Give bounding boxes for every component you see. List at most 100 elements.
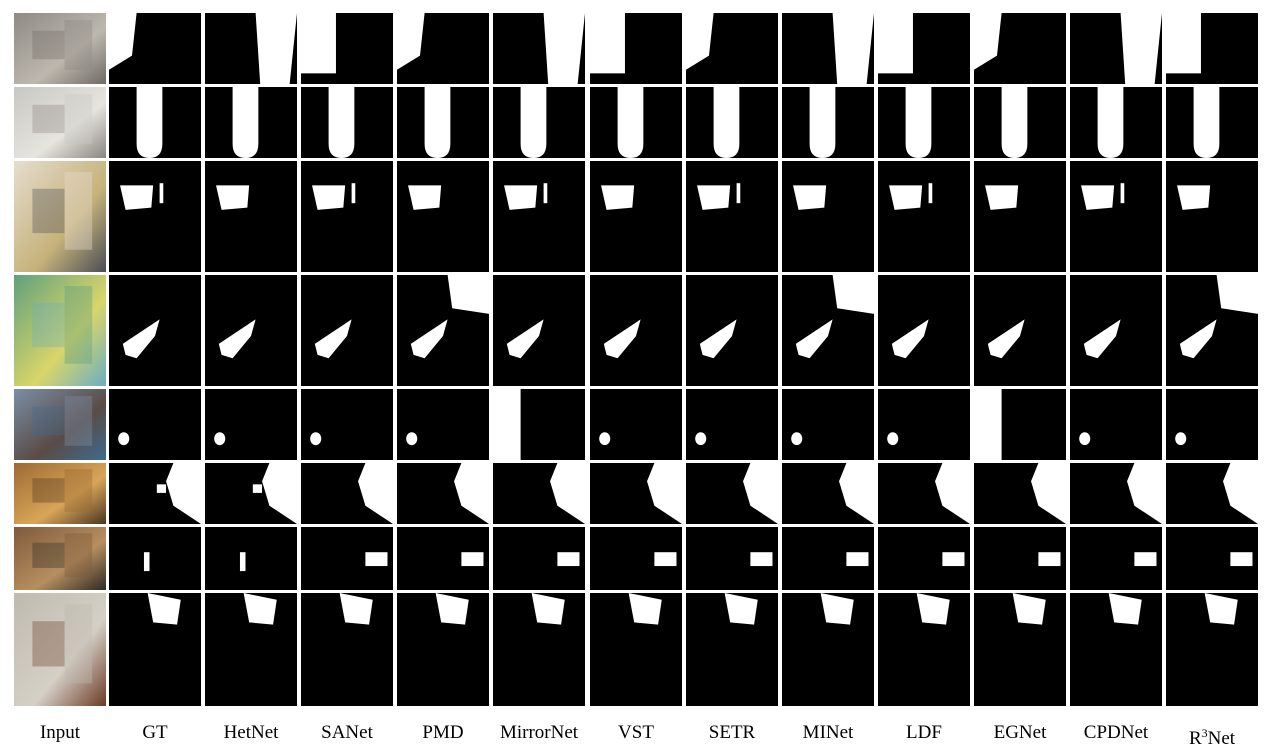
prediction-mask [686, 275, 778, 386]
prediction-mask [205, 275, 297, 386]
prediction-mask [1166, 275, 1258, 386]
prediction-mask [590, 527, 682, 590]
column-label-setr: SETR [708, 722, 756, 743]
prediction-mask [878, 87, 970, 158]
prediction-mask [974, 161, 1066, 272]
prediction-mask [397, 593, 489, 706]
prediction-mask [590, 275, 682, 386]
column-label-superscript: 3 [1201, 726, 1208, 740]
prediction-mask [686, 87, 778, 158]
prediction-mask [1070, 593, 1162, 706]
prediction-mask [974, 87, 1066, 158]
column-label-gt: GT [142, 722, 168, 743]
prediction-mask [205, 161, 297, 272]
prediction-mask [493, 527, 585, 590]
prediction-mask [397, 13, 489, 84]
prediction-mask [974, 527, 1066, 590]
prediction-mask [590, 13, 682, 84]
prediction-mask [782, 275, 874, 386]
prediction-mask [205, 593, 297, 706]
prediction-mask [878, 527, 970, 590]
column-label-cpdnet: CPDNet [1083, 722, 1149, 743]
prediction-mask [782, 87, 874, 158]
input-image [14, 527, 106, 590]
prediction-mask [205, 389, 297, 460]
prediction-mask [301, 593, 393, 706]
prediction-mask [782, 593, 874, 706]
prediction-mask [782, 13, 874, 84]
column-label-suffix: Net [1207, 728, 1236, 749]
prediction-mask [301, 389, 393, 460]
prediction-mask [1070, 13, 1162, 84]
prediction-mask [878, 593, 970, 706]
prediction-mask [974, 275, 1066, 386]
prediction-mask [590, 161, 682, 272]
prediction-mask [301, 13, 393, 84]
prediction-mask [1070, 463, 1162, 524]
prediction-mask [1070, 527, 1162, 590]
prediction-mask [974, 13, 1066, 84]
prediction-mask [1166, 87, 1258, 158]
prediction-mask [397, 463, 489, 524]
column-label-ldf: LDF [906, 722, 942, 743]
prediction-mask [878, 463, 970, 524]
prediction-mask [590, 593, 682, 706]
input-image [14, 593, 106, 706]
prediction-mask [782, 463, 874, 524]
prediction-mask [397, 527, 489, 590]
prediction-mask [1166, 161, 1258, 272]
prediction-mask [109, 593, 201, 706]
prediction-mask [397, 87, 489, 158]
prediction-mask [1166, 389, 1258, 460]
prediction-mask [974, 389, 1066, 460]
prediction-mask [590, 463, 682, 524]
prediction-mask [109, 13, 201, 84]
prediction-mask [301, 275, 393, 386]
input-image [14, 13, 106, 84]
column-label-egnet: EGNet [993, 722, 1047, 743]
prediction-mask [301, 527, 393, 590]
prediction-mask [109, 527, 201, 590]
prediction-mask [301, 87, 393, 158]
prediction-mask [782, 161, 874, 272]
prediction-mask [782, 389, 874, 460]
prediction-mask [1166, 527, 1258, 590]
prediction-mask [205, 527, 297, 590]
prediction-mask [974, 593, 1066, 706]
column-label-minet: MINet [802, 722, 854, 743]
prediction-mask [493, 463, 585, 524]
prediction-mask [493, 275, 585, 386]
prediction-mask [686, 13, 778, 84]
prediction-mask [301, 161, 393, 272]
prediction-mask [109, 463, 201, 524]
input-image [14, 389, 106, 460]
prediction-mask [1070, 87, 1162, 158]
column-label-text: R [1188, 728, 1202, 749]
prediction-mask [493, 389, 585, 460]
prediction-mask [493, 161, 585, 272]
input-image [14, 275, 106, 386]
prediction-mask [493, 87, 585, 158]
column-label-hetnet: HetNet [223, 722, 279, 743]
prediction-mask [686, 463, 778, 524]
prediction-mask [1166, 13, 1258, 84]
prediction-mask [109, 275, 201, 386]
prediction-mask [686, 593, 778, 706]
column-label-r3net: R3Net [1156, 718, 1268, 749]
prediction-mask [493, 13, 585, 84]
prediction-mask [109, 161, 201, 272]
prediction-mask [590, 389, 682, 460]
prediction-mask [1070, 389, 1162, 460]
input-image [14, 161, 106, 272]
prediction-mask [109, 389, 201, 460]
prediction-mask [782, 527, 874, 590]
prediction-mask [686, 527, 778, 590]
prediction-mask [205, 13, 297, 84]
input-image [14, 463, 106, 524]
input-image [14, 87, 106, 158]
prediction-mask [397, 389, 489, 460]
prediction-mask [109, 87, 201, 158]
prediction-mask [1070, 275, 1162, 386]
prediction-mask [686, 389, 778, 460]
prediction-mask [493, 593, 585, 706]
